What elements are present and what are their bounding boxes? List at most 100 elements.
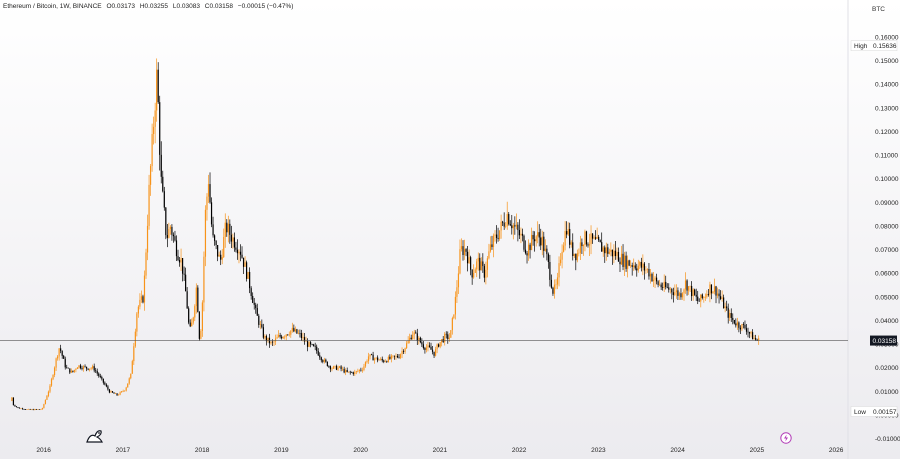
candle-body — [364, 362, 367, 367]
low-label: Low — [854, 409, 866, 416]
candle-body — [53, 367, 56, 375]
candle-body — [227, 223, 229, 233]
candle-body — [502, 221, 504, 223]
candle-body — [729, 313, 731, 318]
candle-body — [38, 409, 40, 410]
candle-body — [35, 409, 37, 410]
currency-badge[interactable]: BTC — [872, 6, 885, 13]
candle-body — [700, 294, 702, 302]
candle-body — [221, 257, 223, 260]
candle-body — [386, 361, 388, 363]
y-axis: 0.16000 0.15000 0.14000 0.13000 0.12000 0.110… — [875, 34, 900, 443]
y-tick-label: 0.02000 — [875, 365, 899, 372]
candle-body — [317, 351, 319, 356]
candle-body — [674, 292, 676, 295]
candle-body — [363, 366, 365, 370]
candle-body — [270, 341, 272, 344]
candle-body — [165, 207, 167, 236]
candle-body — [98, 373, 100, 376]
candle-body — [421, 342, 423, 345]
candle-body — [172, 234, 175, 237]
candle-body — [189, 322, 191, 327]
candle-body — [477, 257, 479, 262]
candle-body — [314, 346, 316, 347]
candle-body — [445, 333, 447, 335]
candle-body — [563, 245, 565, 252]
candle-body — [485, 269, 487, 278]
candle-body — [168, 228, 170, 238]
y-tick-label: 0.09000 — [875, 200, 899, 207]
candle-body — [678, 293, 681, 296]
candle-body — [505, 226, 507, 227]
candle-body — [361, 369, 364, 371]
tradingview-logo-icon[interactable] — [86, 428, 106, 444]
candle-body — [517, 224, 519, 231]
candle-body — [242, 257, 245, 267]
lightning-event-icon[interactable] — [780, 432, 792, 444]
candle-body — [503, 222, 505, 227]
candle-body — [241, 254, 243, 258]
candle-body — [291, 327, 293, 331]
candle-body — [297, 333, 300, 334]
candle-body — [758, 338, 760, 341]
x-tick-label: 2024 — [670, 447, 685, 454]
candle-body — [428, 345, 431, 347]
candle-body — [748, 332, 751, 334]
high-value: 0.15636 — [873, 43, 897, 50]
candle-body — [695, 294, 697, 297]
candle-body — [409, 337, 411, 341]
candle-body — [506, 214, 508, 227]
candle-body — [12, 397, 15, 406]
candle-body — [416, 333, 418, 341]
candle-body — [724, 306, 726, 309]
candle-body — [652, 279, 655, 281]
candle-body — [163, 191, 165, 208]
candle-body — [320, 357, 322, 361]
high-label: H — [139, 3, 145, 10]
candle-body — [756, 339, 758, 341]
candle-body — [67, 367, 69, 369]
candle-body — [436, 344, 438, 350]
candle-body — [81, 368, 83, 369]
low-value: 0.03083 — [176, 3, 200, 10]
candle-body — [550, 279, 553, 288]
candle-body — [284, 336, 286, 338]
candle-body — [78, 365, 80, 368]
candle-body — [625, 255, 627, 269]
candle-body — [677, 290, 679, 296]
candle-body — [148, 184, 150, 226]
candle-body — [160, 154, 162, 177]
candle-body — [631, 265, 633, 267]
candle-body — [470, 257, 472, 270]
candle-body — [495, 234, 498, 238]
candle-body — [381, 358, 383, 361]
candle-body — [747, 331, 749, 333]
candle-body — [328, 366, 330, 367]
candle-body — [599, 240, 601, 243]
candle-body — [622, 253, 624, 267]
candle-body — [236, 249, 239, 254]
candle-body — [640, 262, 642, 268]
candle-body — [468, 257, 470, 264]
close-label: C — [204, 3, 210, 10]
candle-body — [300, 333, 303, 339]
candle-body — [25, 409, 27, 410]
candle-body — [419, 337, 421, 343]
candle-body — [377, 357, 379, 361]
candle-body — [738, 322, 740, 328]
candle-body — [665, 281, 667, 288]
candle-body — [162, 176, 164, 192]
candle-body — [181, 257, 184, 274]
candle-body — [404, 348, 406, 352]
symbol-header: Ethereum / Bitcoin, 1W, BINANCE O0.03173… — [3, 3, 293, 10]
y-tick-label: 0.04000 — [875, 318, 899, 325]
candle-body — [346, 370, 348, 372]
candle-body — [611, 249, 613, 257]
candle-body — [210, 202, 213, 225]
candle-body — [253, 302, 255, 305]
candle-body — [707, 293, 709, 295]
candle-body — [273, 341, 275, 343]
candle-body — [642, 263, 644, 268]
candle-body — [686, 280, 688, 291]
